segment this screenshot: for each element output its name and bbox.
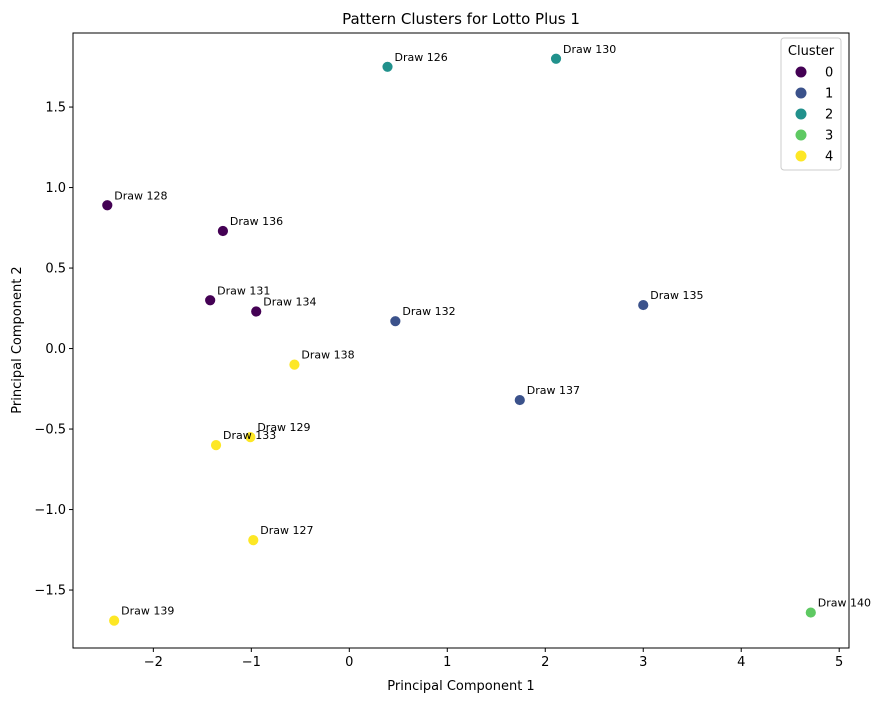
point-label: Draw 128: [114, 189, 167, 202]
legend-label: 2: [825, 108, 833, 123]
legend-marker: [795, 87, 807, 99]
x-tick-label: 3: [639, 655, 647, 670]
y-axis-label: Principal Component 2: [10, 266, 25, 413]
x-tick-label: 1: [443, 655, 451, 670]
y-tick-label: 0.0: [45, 342, 66, 357]
y-tick-label: −1.5: [34, 584, 66, 599]
data-point: [217, 225, 229, 237]
data-point: [550, 52, 562, 65]
legend-marker: [795, 150, 807, 162]
y-axis: −1.5 −1.0 −0.5 0.0 0.5 1.0 1.5: [34, 101, 73, 599]
x-tick-label: −1: [242, 655, 261, 670]
point-label: Draw 126: [395, 51, 448, 64]
x-axis-label: Principal Component 1: [387, 679, 534, 694]
data-point: [804, 606, 817, 619]
legend: Cluster 0 1 2 3 4: [780, 37, 842, 171]
data-point: [204, 294, 217, 307]
plot-area: [72, 32, 850, 649]
point-label: Draw 129: [257, 421, 310, 434]
x-tick-label: 2: [541, 655, 549, 670]
data-point: [381, 60, 394, 73]
legend-title: Cluster: [788, 44, 835, 59]
point-label: Draw 136: [230, 215, 283, 228]
point-label: Draw 137: [527, 384, 580, 397]
data-point: [250, 305, 263, 318]
x-tick-label: 0: [345, 655, 353, 670]
x-tick-label: −2: [144, 655, 163, 670]
legend-marker: [795, 66, 807, 78]
data-points: Draw 126 Draw 127 Draw 128 Draw 129 Draw 130…: [101, 43, 871, 627]
y-tick-label: −1.0: [34, 503, 66, 518]
data-point: [101, 199, 114, 212]
legend-label: 0: [825, 66, 833, 81]
legend-label: 3: [825, 129, 833, 144]
point-label: Draw 138: [301, 349, 354, 362]
legend-marker: [795, 129, 807, 141]
y-tick-label: 1.5: [45, 101, 66, 116]
y-tick-label: 0.5: [45, 262, 66, 277]
data-point: [247, 534, 260, 547]
chart-title: Pattern Clusters for Lotto Plus 1: [342, 10, 580, 28]
point-label: Draw 139: [121, 605, 174, 618]
data-point: [244, 431, 257, 443]
x-tick-label: 5: [835, 655, 843, 670]
data-point: [288, 358, 301, 371]
x-axis: −2 −1 0 1 2 3 4 5: [144, 648, 843, 670]
legend-label: 1: [825, 87, 833, 102]
y-tick-label: −0.5: [34, 423, 66, 438]
point-label: Draw 134: [263, 296, 316, 309]
legend-marker: [795, 108, 807, 120]
data-point: [210, 439, 222, 452]
point-label: Draw 135: [650, 289, 703, 302]
data-point: [389, 315, 402, 328]
point-label: Draw 132: [402, 305, 455, 318]
legend-label: 4: [825, 150, 833, 165]
data-point: [513, 394, 526, 406]
y-tick-label: 1.0: [45, 181, 66, 196]
point-label: Draw 130: [563, 43, 616, 56]
point-label: Draw 140: [818, 597, 871, 610]
data-point: [637, 299, 650, 311]
point-label: Draw 131: [217, 284, 270, 297]
point-label: Draw 133: [223, 429, 276, 442]
x-tick-label: 4: [737, 655, 745, 670]
data-point: [108, 614, 121, 627]
point-label: Draw 127: [260, 524, 313, 537]
